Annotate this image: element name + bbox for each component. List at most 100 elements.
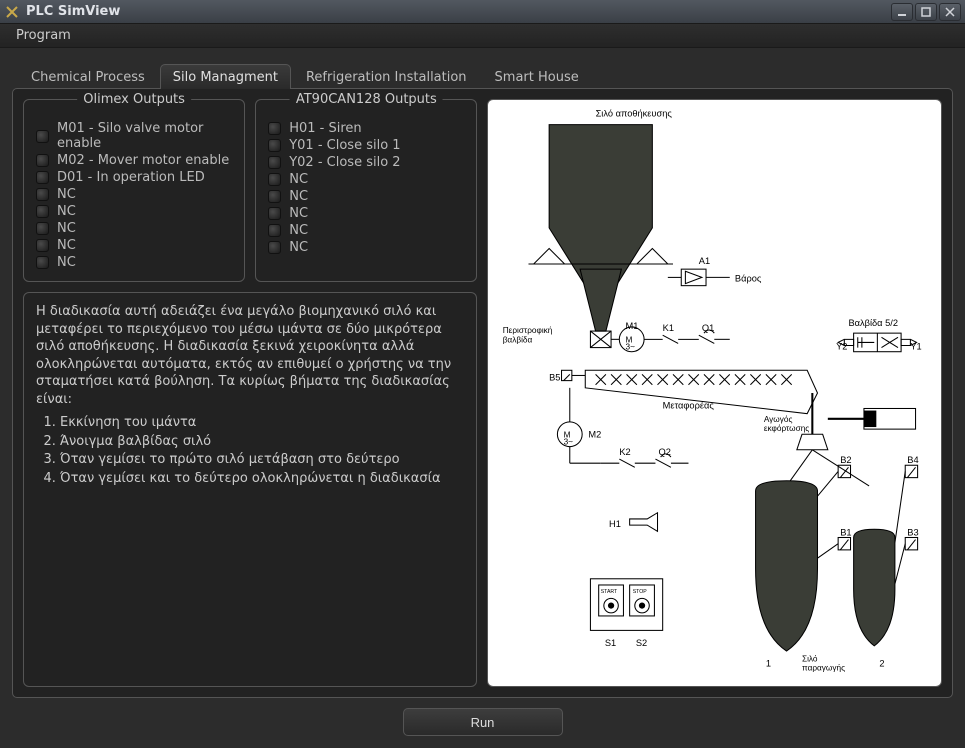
svg-text:Q2: Q2 bbox=[659, 447, 671, 457]
led-icon bbox=[36, 205, 49, 218]
svg-text:Βάρος: Βάρος bbox=[735, 274, 762, 284]
at90-row: NC bbox=[268, 205, 464, 222]
led-icon bbox=[36, 171, 49, 184]
svg-text:Περιστροφικήβαλβίδα: Περιστροφικήβαλβίδα bbox=[503, 326, 553, 344]
svg-text:Βαλβίδα 5/2: Βαλβίδα 5/2 bbox=[849, 318, 899, 328]
output-label: NC bbox=[57, 187, 76, 202]
led-icon bbox=[36, 154, 49, 167]
olimex-row: NC bbox=[36, 254, 232, 271]
svg-text:S2: S2 bbox=[636, 638, 647, 648]
at90-row: NC bbox=[268, 222, 464, 239]
at90-row: Y01 - Close silo 1 bbox=[268, 137, 464, 154]
led-icon bbox=[268, 139, 281, 152]
led-icon bbox=[268, 207, 281, 220]
svg-text:S1: S1 bbox=[605, 638, 616, 648]
at90-row: Y02 - Close silo 2 bbox=[268, 154, 464, 171]
olimex-row: NC bbox=[36, 237, 232, 254]
svg-text:Σιλόπαραγωγής: Σιλόπαραγωγής bbox=[802, 654, 845, 672]
svg-text:M1: M1 bbox=[626, 321, 639, 331]
svg-text:Σιλό αποθήκευσης: Σιλό αποθήκευσης bbox=[596, 108, 673, 118]
led-icon bbox=[36, 130, 49, 143]
at90-row: H01 - Siren bbox=[268, 120, 464, 137]
minimize-button[interactable] bbox=[891, 3, 913, 21]
groupbox-olimex-title: Olimex Outputs bbox=[77, 92, 191, 107]
silo-diagram: Σιλό αποθήκευσης A1 Βάρος Περιστροφικήβα… bbox=[492, 104, 937, 682]
tab-chemical-process[interactable]: Chemical Process bbox=[18, 64, 158, 89]
olimex-row: NC bbox=[36, 186, 232, 203]
led-icon bbox=[268, 241, 281, 254]
svg-text:Q1: Q1 bbox=[702, 323, 714, 333]
svg-text:2: 2 bbox=[880, 659, 885, 669]
output-label: Y01 - Close silo 1 bbox=[289, 138, 400, 153]
svg-text:STOP: STOP bbox=[633, 589, 648, 595]
led-icon bbox=[36, 239, 49, 252]
description-intro: Η διαδικασία αυτή αδειάζει ένα μεγάλο βι… bbox=[36, 303, 464, 408]
output-label: NC bbox=[289, 206, 308, 221]
output-label: M01 - Silo valve motor enable bbox=[57, 121, 232, 151]
svg-text:3~: 3~ bbox=[564, 438, 574, 447]
olimex-row: NC bbox=[36, 220, 232, 237]
svg-text:B4: B4 bbox=[908, 455, 919, 465]
groupbox-at90-title: AT90CAN128 Outputs bbox=[290, 92, 443, 107]
svg-text:B5: B5 bbox=[550, 373, 561, 383]
svg-text:M2: M2 bbox=[589, 429, 602, 439]
close-button[interactable] bbox=[939, 3, 961, 21]
at90-row: NC bbox=[268, 171, 464, 188]
svg-text:1: 1 bbox=[766, 659, 771, 669]
tab-smart-house[interactable]: Smart House bbox=[482, 64, 592, 89]
led-icon bbox=[36, 256, 49, 269]
led-icon bbox=[268, 173, 281, 186]
output-label: NC bbox=[57, 255, 76, 270]
led-icon bbox=[36, 222, 49, 235]
output-label: M02 - Mover motor enable bbox=[57, 153, 229, 168]
olimex-row: M02 - Mover motor enable bbox=[36, 152, 232, 169]
titlebar: PLC SimView bbox=[0, 0, 965, 24]
description-step: Όταν γεμίσει το πρώτο σιλό μετάβαση στο … bbox=[60, 451, 464, 469]
svg-text:Αγωγόςεκφόρτωσης: Αγωγόςεκφόρτωσης bbox=[764, 415, 809, 433]
output-label: NC bbox=[289, 240, 308, 255]
tabbar: Chemical Process Silo Managment Refriger… bbox=[12, 60, 953, 88]
output-label: NC bbox=[289, 223, 308, 238]
output-label: NC bbox=[289, 189, 308, 204]
led-icon bbox=[268, 122, 281, 135]
svg-text:Μεταφορέας: Μεταφορέας bbox=[663, 400, 715, 410]
description-step: Όταν γεμίσει και το δεύτερο ολοκληρώνετα… bbox=[60, 470, 464, 488]
tab-refrigeration[interactable]: Refrigeration Installation bbox=[293, 64, 480, 89]
led-icon bbox=[268, 224, 281, 237]
svg-text:K1: K1 bbox=[663, 323, 674, 333]
menubar: Program bbox=[0, 24, 965, 48]
svg-text:Y1: Y1 bbox=[911, 342, 922, 352]
tab-silo-management[interactable]: Silo Managment bbox=[160, 64, 291, 89]
svg-text:Y2: Y2 bbox=[837, 342, 848, 352]
window-title: PLC SimView bbox=[26, 4, 891, 19]
app-icon bbox=[4, 4, 20, 20]
svg-text:A1: A1 bbox=[699, 256, 710, 266]
output-label: Y02 - Close silo 2 bbox=[289, 155, 400, 170]
menu-program[interactable]: Program bbox=[10, 26, 77, 45]
output-label: H01 - Siren bbox=[289, 121, 361, 136]
svg-text:H1: H1 bbox=[609, 519, 621, 529]
tab-pane: Olimex Outputs M01 - Silo valve motor en… bbox=[12, 88, 953, 698]
groupbox-at90: AT90CAN128 Outputs H01 - Siren Y01 - Clo… bbox=[255, 99, 477, 282]
description-box: Η διαδικασία αυτή αδειάζει ένα μεγάλο βι… bbox=[23, 292, 477, 687]
groupbox-olimex: Olimex Outputs M01 - Silo valve motor en… bbox=[23, 99, 245, 282]
led-icon bbox=[268, 190, 281, 203]
olimex-row: D01 - In operation LED bbox=[36, 169, 232, 186]
led-icon bbox=[36, 188, 49, 201]
output-label: NC bbox=[57, 221, 76, 236]
svg-text:START: START bbox=[601, 589, 618, 595]
diagram-panel: Σιλό αποθήκευσης A1 Βάρος Περιστροφικήβα… bbox=[487, 99, 942, 687]
olimex-row: M01 - Silo valve motor enable bbox=[36, 120, 232, 152]
description-step: Άνοιγμα βαλβίδας σιλό bbox=[60, 433, 464, 451]
at90-row: NC bbox=[268, 188, 464, 205]
output-label: NC bbox=[289, 172, 308, 187]
svg-text:3~: 3~ bbox=[626, 343, 636, 352]
led-icon bbox=[268, 156, 281, 169]
olimex-row: NC bbox=[36, 203, 232, 220]
output-label: NC bbox=[57, 204, 76, 219]
output-label: D01 - In operation LED bbox=[57, 170, 205, 185]
svg-text:B1: B1 bbox=[841, 527, 852, 537]
run-button[interactable]: Run bbox=[403, 708, 563, 736]
svg-text:B3: B3 bbox=[908, 527, 919, 537]
maximize-button[interactable] bbox=[915, 3, 937, 21]
